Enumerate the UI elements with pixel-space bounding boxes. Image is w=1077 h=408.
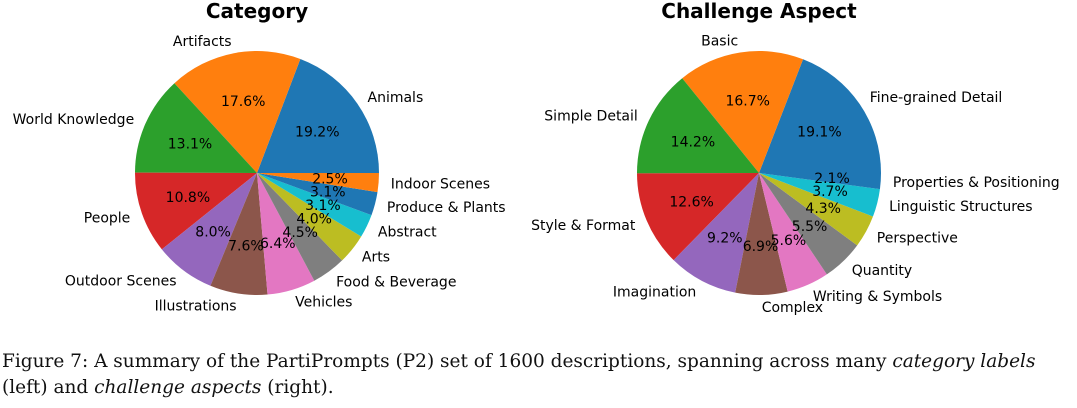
challenge-aspect-pct-label-basic: 16.7% (725, 94, 769, 110)
category-pct-label-world-knowledge: 13.1% (168, 137, 212, 153)
category-slice-label-arts: Arts (362, 250, 390, 266)
category-slice-illustrations (210, 173, 268, 295)
challenge-aspect-slice-complex (735, 173, 788, 295)
challenge-aspect-slice-imagination (673, 173, 759, 293)
category-pct-label-abstract: 3.1% (305, 198, 341, 214)
challenge-aspect-pct-label-writing-and-symbols: 5.6% (771, 233, 807, 249)
category-slice-label-illustrations: Illustrations (155, 299, 237, 315)
category-slice-food-and-beverage (257, 173, 343, 281)
challenge-aspect-slice-label-imagination: Imagination (613, 285, 696, 301)
challenge-aspect-slice-style-and-format (637, 173, 759, 261)
category-slice-label-world-knowledge: World Knowledge (13, 112, 135, 128)
challenge-aspect-chart-title: Challenge Aspect (661, 0, 857, 23)
challenge-aspect-pct-label-style-and-format: 12.6% (669, 195, 713, 211)
category-pie-chart: Category 19.2% Animals 17.6% Artifacts 13.1%… (13, 0, 506, 315)
challenge-aspect-pct-label-complex: 6.9% (743, 239, 779, 255)
challenge-aspect-slice-label-simple-detail: Simple Detail (544, 108, 638, 124)
challenge-aspect-slice-label-perspective: Perspective (877, 230, 958, 246)
challenge-aspect-slice-label-complex: Complex (762, 300, 823, 316)
category-slice-artifacts (174, 50, 301, 173)
category-pct-label-people: 10.8% (166, 190, 210, 206)
challenge-aspect-pct-label-fine-grained-detail: 19.1% (797, 125, 841, 141)
challenge-aspect-slice-fine-grained-detail (759, 59, 881, 174)
caption-emphasis-category-labels: category labels (892, 351, 1036, 372)
challenge-aspect-pct-label-perspective: 4.3% (805, 201, 841, 217)
category-slice-indoor-scenes (257, 173, 379, 193)
challenge-aspect-slice-label-fine-grained-detail: Fine-grained Detail (870, 90, 1003, 106)
challenge-aspect-pie-chart: Challenge Aspect 19.1% Fine-grained Detai… (531, 0, 1060, 316)
category-slice-abstract (257, 173, 372, 237)
category-pct-label-indoor-scenes: 2.5% (312, 172, 348, 188)
challenge-aspect-slice-properties-and-positioning (759, 173, 881, 190)
category-pct-label-produce-and-plants: 3.1% (310, 184, 346, 200)
caption-suffix: (right). (261, 377, 334, 398)
figure-canvas: Category 19.2% Animals 17.6% Artifacts 13.1%… (13, 0, 1060, 316)
caption-emphasis-challenge-aspects: challenge aspects (94, 377, 262, 398)
category-slice-label-vehicles: Vehicles (295, 295, 352, 311)
figure-caption: Figure 7: A summary of the PartiPrompts … (2, 349, 1075, 401)
challenge-aspect-slice-linguistic-structures (759, 173, 880, 217)
category-chart-title: Category (206, 0, 308, 23)
category-slice-label-indoor-scenes: Indoor Scenes (391, 177, 490, 193)
category-slice-label-abstract: Abstract (378, 224, 437, 240)
category-slice-world-knowledge (135, 83, 257, 173)
category-slice-label-animals: Animals (368, 90, 424, 106)
category-slice-produce-and-plants (257, 173, 378, 216)
category-slice-label-produce-and-plants: Produce & Plants (387, 200, 506, 216)
challenge-aspect-slice-basic (682, 50, 804, 174)
challenge-aspect-slice-perspective (759, 173, 873, 246)
challenge-aspect-slice-label-basic: Basic (701, 33, 738, 49)
category-pct-label-outdoor-scenes: 8.0% (195, 225, 231, 241)
challenge-aspect-slice-label-linguistic-structures: Linguistic Structures (889, 199, 1032, 215)
category-pct-label-food-and-beverage: 4.5% (282, 225, 318, 241)
challenge-aspect-pct-label-simple-detail: 14.2% (671, 135, 715, 151)
challenge-aspect-slice-label-quantity: Quantity (852, 263, 913, 279)
challenge-aspect-pct-label-quantity: 5.5% (792, 219, 828, 235)
category-slice-label-outdoor-scenes: Outdoor Scenes (65, 273, 177, 289)
caption-prefix: Figure 7: A summary of the PartiPrompts … (2, 351, 893, 372)
caption-middle: (left) and (2, 377, 95, 398)
category-slice-label-artifacts: Artifacts (173, 34, 232, 50)
category-pct-label-vehicles: 6.4% (260, 236, 296, 252)
category-pct-label-arts: 4.0% (296, 212, 332, 228)
challenge-aspect-pct-label-linguistic-structures: 3.7% (812, 184, 848, 200)
category-slice-vehicles (257, 173, 315, 295)
challenge-aspect-slice-quantity (759, 173, 858, 275)
category-slice-animals (257, 58, 379, 173)
category-pct-label-illustrations: 7.6% (228, 238, 264, 254)
challenge-aspect-slice-label-writing-and-symbols: Writing & Symbols (813, 289, 942, 305)
category-pct-label-animals: 19.2% (295, 124, 339, 140)
challenge-aspect-slice-simple-detail (636, 78, 759, 174)
category-slice-label-people: People (84, 210, 131, 226)
challenge-aspect-slice-writing-and-symbols (759, 173, 827, 292)
category-pct-label-artifacts: 17.6% (221, 94, 265, 110)
category-slice-label-food-and-beverage: Food & Beverage (336, 274, 456, 290)
challenge-aspect-slice-label-properties-and-positioning: Properties & Positioning (893, 175, 1060, 191)
challenge-aspect-slice-label-style-and-format: Style & Format (531, 218, 636, 234)
challenge-aspect-pct-label-imagination: 9.2% (707, 231, 743, 247)
category-slice-arts (257, 173, 362, 261)
category-slice-outdoor-scenes (161, 173, 257, 286)
challenge-aspect-pct-label-properties-and-positioning: 2.1% (814, 171, 850, 187)
category-slice-people (134, 172, 257, 250)
